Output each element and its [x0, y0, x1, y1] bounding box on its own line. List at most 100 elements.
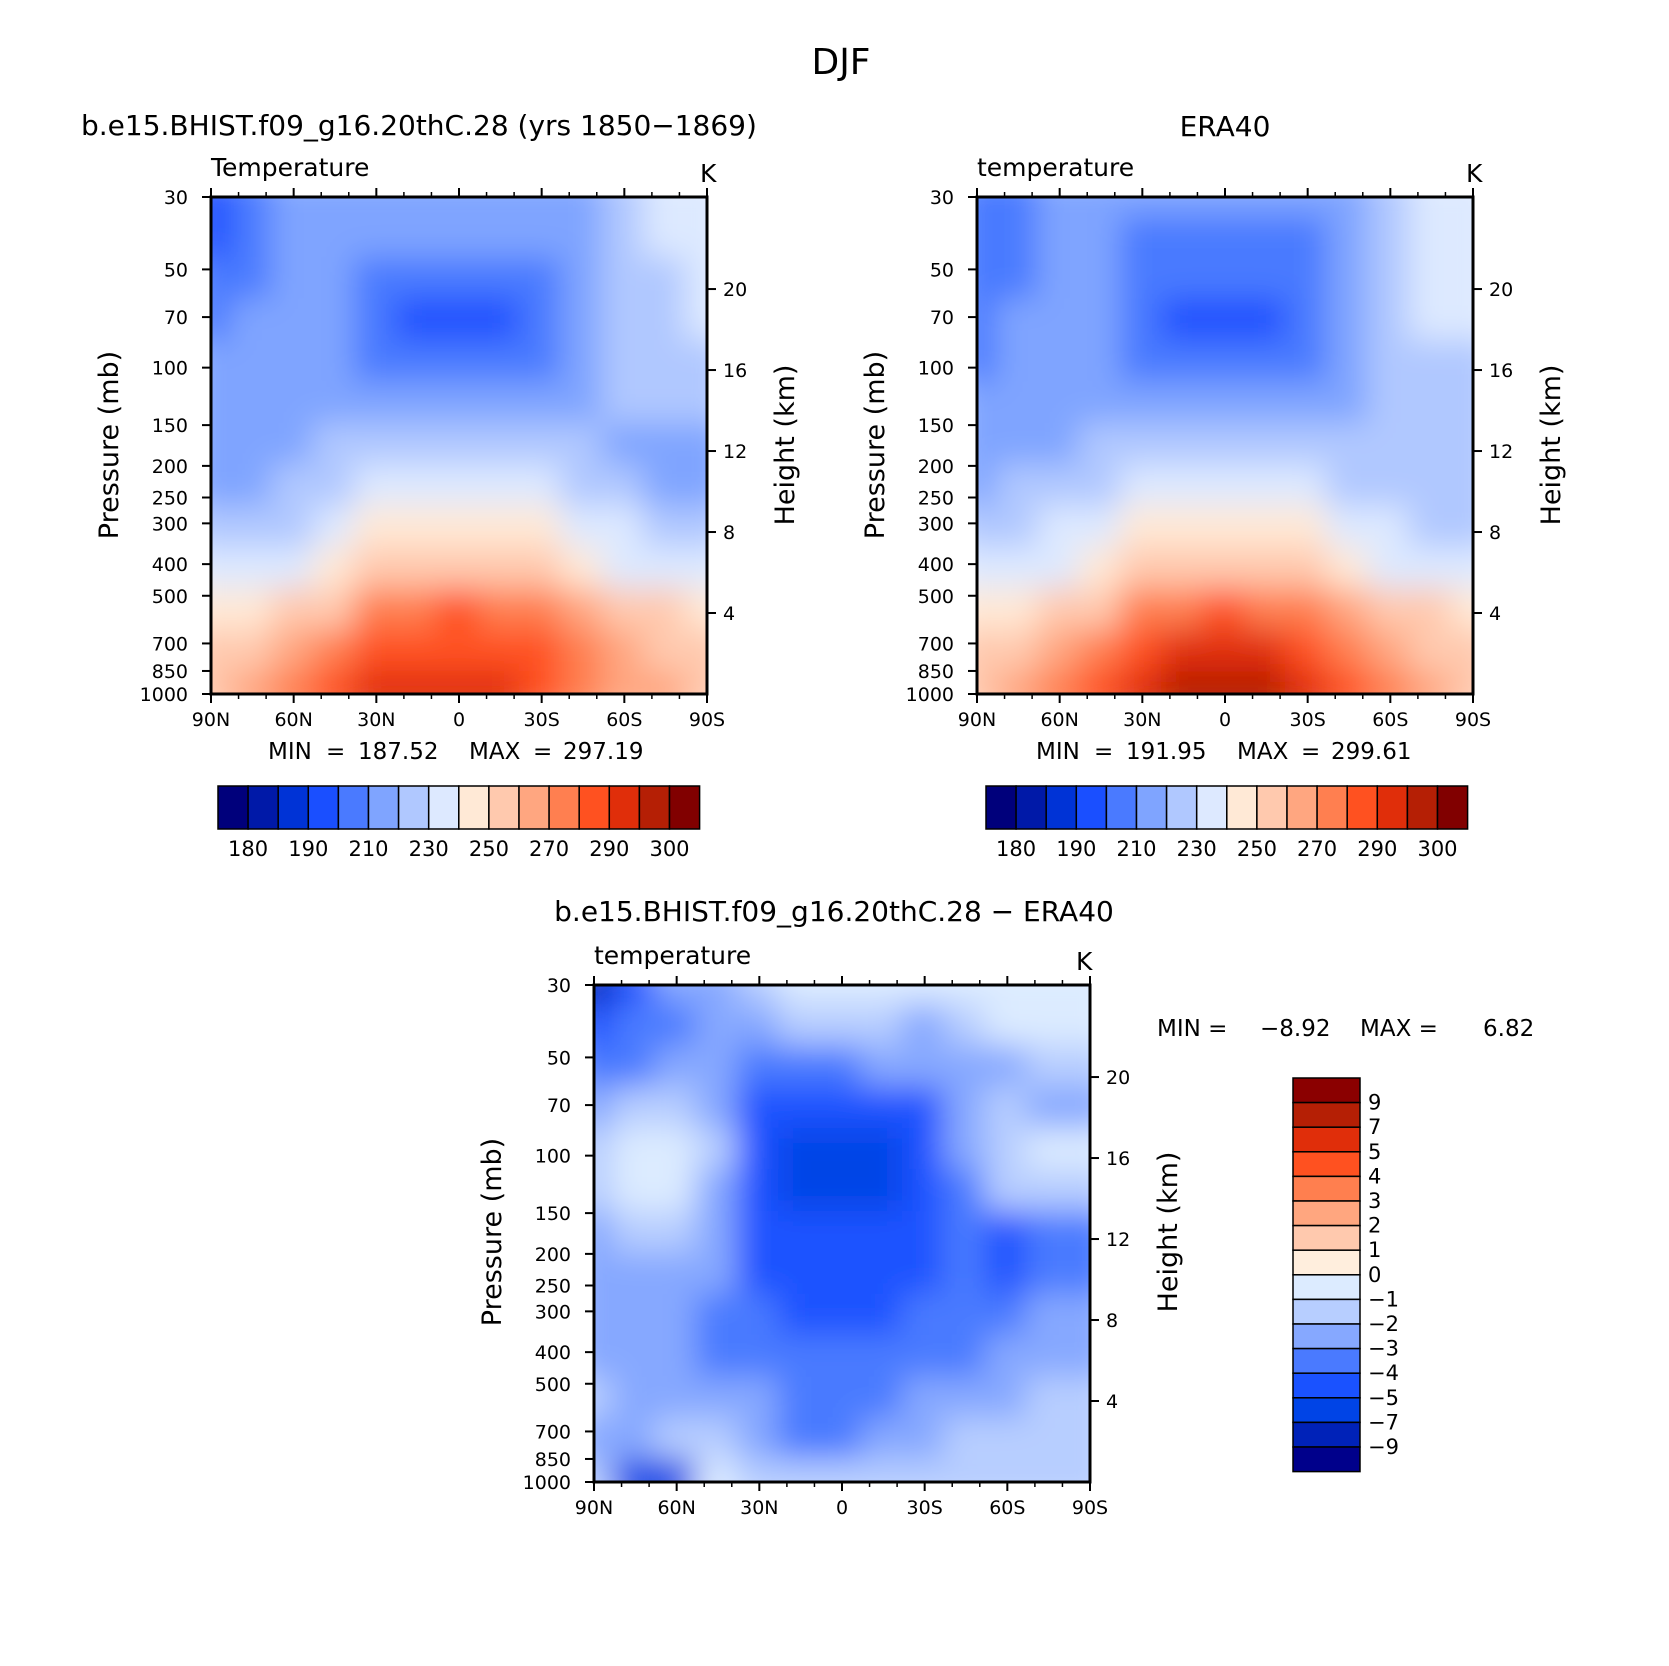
field-cell: [271, 422, 317, 469]
field-cell: [601, 505, 647, 552]
colorbar-swatch: [1292, 1151, 1361, 1178]
field-cell: [778, 1252, 824, 1298]
field-cell: [778, 1293, 824, 1340]
height-tick-label: 4: [723, 603, 735, 625]
field-cell: [819, 1417, 865, 1464]
field-cell: [1161, 381, 1207, 427]
difference-panel: 90N 60N 30N 0 30S 60S 90S305070100150200250300…: [477, 941, 1534, 1519]
colorbar-label: −4: [1368, 1361, 1399, 1385]
field-cell: [654, 1169, 700, 1215]
field-cell: [654, 1335, 700, 1381]
field-cell: [1285, 197, 1331, 220]
y-tick-label: 200: [918, 456, 954, 478]
obs-max-value: 299.61: [1331, 739, 1411, 765]
field-cell: [1026, 1045, 1072, 1091]
colorbar-swatch: [307, 785, 340, 830]
field-cell: [860, 1169, 906, 1215]
field-cell: [1037, 422, 1083, 469]
field-cell: [684, 464, 707, 510]
field-cell: [860, 1127, 906, 1174]
field-cell: [1285, 547, 1331, 593]
colorbar-label: 4: [1368, 1164, 1381, 1188]
field-cell: [1026, 1252, 1072, 1298]
x-tick-label: 90S: [689, 709, 725, 731]
field-cell: [1078, 381, 1124, 427]
field-cell: [654, 1376, 700, 1422]
x-tick-label: 0: [1219, 709, 1231, 731]
field-cell: [560, 339, 606, 386]
field-cell: [271, 257, 317, 303]
y-tick-label: 150: [152, 415, 188, 437]
y-tick-label: 700: [918, 633, 954, 655]
field-cell: [943, 1210, 989, 1257]
field-cell: [995, 671, 1041, 694]
field-cell: [477, 381, 523, 427]
field-cell: [395, 547, 441, 593]
field-cell: [902, 1003, 948, 1050]
field-cell: [271, 215, 317, 262]
field-cell: [1067, 1252, 1090, 1298]
field-cell: [436, 381, 482, 427]
y-tick-label: 100: [152, 358, 188, 380]
colorbar-label: 190: [288, 837, 328, 861]
colorbar-swatch: [397, 785, 430, 830]
field-cell: [995, 339, 1041, 386]
field-cell: [229, 629, 275, 676]
field-cell: [1285, 339, 1331, 386]
field-cell: [612, 1127, 658, 1174]
colorbar-label: −2: [1368, 1312, 1399, 1336]
field-cell: [1202, 505, 1248, 552]
colorbar-swatch: [668, 785, 701, 830]
x-tick-label: 0: [453, 709, 465, 731]
field-cell: [1285, 464, 1331, 510]
field-cell: [684, 422, 707, 469]
model-min-eq: =: [326, 739, 345, 765]
height-tick-label: 12: [1106, 1229, 1130, 1251]
field-cell: [312, 547, 358, 593]
field-cell: [736, 1376, 782, 1422]
field-cell: [1450, 505, 1473, 552]
field-cell: [684, 215, 707, 262]
field-cell: [1037, 464, 1083, 510]
field-cell: [860, 1210, 906, 1257]
field-cell: [778, 1127, 824, 1174]
field-cell: [902, 1252, 948, 1298]
field-cell: [395, 257, 441, 303]
field-cell: [1326, 505, 1372, 552]
y-tick-label: 100: [535, 1146, 571, 1168]
colorbar-swatch: [337, 785, 370, 830]
field-cell: [519, 588, 565, 634]
field-cell: [1326, 547, 1372, 593]
field-cell: [1161, 197, 1207, 220]
colorbar-label: −7: [1368, 1410, 1399, 1434]
field-cell: [943, 1293, 989, 1340]
x-tick-label: 60N: [274, 709, 312, 731]
field-cell: [519, 671, 565, 694]
colorbar-swatch: [1165, 785, 1198, 830]
field-cell: [395, 422, 441, 469]
field-cell: [612, 1459, 658, 1482]
field-cell: [1367, 197, 1413, 220]
field-cell: [1161, 257, 1207, 303]
field-cell: [1026, 1335, 1072, 1381]
field-cell: [211, 298, 234, 344]
figure-title: DJF: [811, 42, 870, 83]
field-cell: [1285, 422, 1331, 469]
field-cell: [1285, 298, 1331, 344]
field-cell: [695, 1459, 741, 1482]
field-cell: [1409, 339, 1455, 386]
field-cell: [1409, 422, 1455, 469]
field-cell: [943, 1003, 989, 1050]
field-cell: [612, 1252, 658, 1298]
field-cell: [353, 298, 399, 344]
field-cell: [211, 629, 234, 676]
field-cell: [684, 588, 707, 634]
field-cell: [594, 1169, 617, 1215]
height-tick-label: 16: [1489, 360, 1513, 382]
y-tick-label: 300: [152, 513, 188, 535]
height-tick-label: 20: [1106, 1067, 1130, 1089]
field-cell: [353, 381, 399, 427]
field-cell: [643, 215, 689, 262]
field-cell: [684, 257, 707, 303]
field-cell: [1285, 215, 1331, 262]
